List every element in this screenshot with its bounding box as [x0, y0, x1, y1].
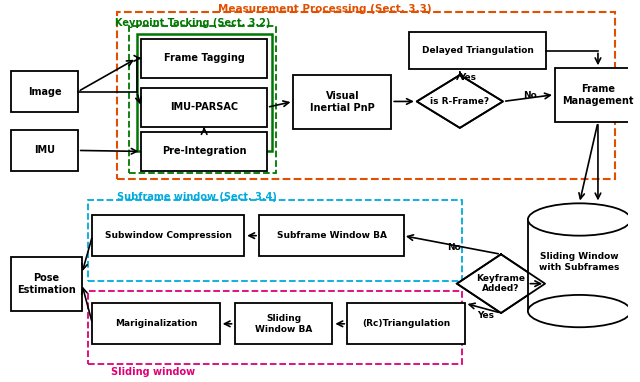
- Text: Subframe window (Sect. 3.4): Subframe window (Sect. 3.4): [117, 193, 277, 202]
- Text: No: No: [524, 91, 537, 100]
- Text: Mariginalization: Mariginalization: [115, 319, 197, 328]
- Text: Sliding Window
with Subframes: Sliding Window with Subframes: [539, 253, 620, 272]
- Ellipse shape: [528, 295, 631, 327]
- Polygon shape: [457, 254, 545, 313]
- FancyBboxPatch shape: [528, 220, 631, 311]
- Text: (Rc)Triangulation: (Rc)Triangulation: [362, 319, 450, 328]
- Text: Yes: Yes: [477, 311, 494, 320]
- Text: Frame
Management: Frame Management: [562, 84, 634, 106]
- Text: Subwindow Compression: Subwindow Compression: [105, 231, 232, 240]
- Text: IMU: IMU: [34, 146, 55, 155]
- Text: Sliding
Window BA: Sliding Window BA: [255, 314, 312, 333]
- FancyBboxPatch shape: [259, 215, 404, 256]
- Text: Keypoint Tacking (Sect. 3.2): Keypoint Tacking (Sect. 3.2): [115, 18, 270, 28]
- Text: Frame Tagging: Frame Tagging: [164, 53, 244, 63]
- FancyBboxPatch shape: [11, 130, 78, 171]
- FancyBboxPatch shape: [93, 303, 220, 345]
- Text: Yes: Yes: [459, 73, 476, 83]
- Text: Pose
Estimation: Pose Estimation: [17, 274, 76, 295]
- Ellipse shape: [528, 203, 631, 236]
- Text: Sliding window: Sliding window: [111, 367, 195, 377]
- FancyBboxPatch shape: [555, 68, 640, 122]
- Text: IMU-PARSAC: IMU-PARSAC: [170, 102, 238, 112]
- FancyBboxPatch shape: [234, 303, 333, 345]
- Text: Image: Image: [28, 87, 61, 97]
- Text: Keyframe
Added?: Keyframe Added?: [477, 274, 525, 293]
- Text: Pre-Integration: Pre-Integration: [162, 146, 246, 156]
- FancyBboxPatch shape: [293, 75, 391, 129]
- Text: No: No: [447, 243, 461, 252]
- Text: Subframe Window BA: Subframe Window BA: [276, 231, 387, 240]
- FancyBboxPatch shape: [347, 303, 465, 345]
- Polygon shape: [417, 75, 503, 128]
- Text: is R-Frame?: is R-Frame?: [430, 97, 490, 106]
- FancyBboxPatch shape: [11, 257, 82, 311]
- Text: Delayed Triangulation: Delayed Triangulation: [422, 46, 533, 55]
- Text: Visual
Inertial PnP: Visual Inertial PnP: [310, 91, 374, 113]
- FancyBboxPatch shape: [93, 215, 244, 256]
- FancyBboxPatch shape: [141, 132, 267, 171]
- Text: Measurement Processing (Sect. 3.3): Measurement Processing (Sect. 3.3): [218, 4, 431, 15]
- FancyBboxPatch shape: [11, 71, 78, 112]
- FancyBboxPatch shape: [409, 32, 546, 69]
- FancyBboxPatch shape: [141, 88, 267, 127]
- FancyBboxPatch shape: [141, 39, 267, 78]
